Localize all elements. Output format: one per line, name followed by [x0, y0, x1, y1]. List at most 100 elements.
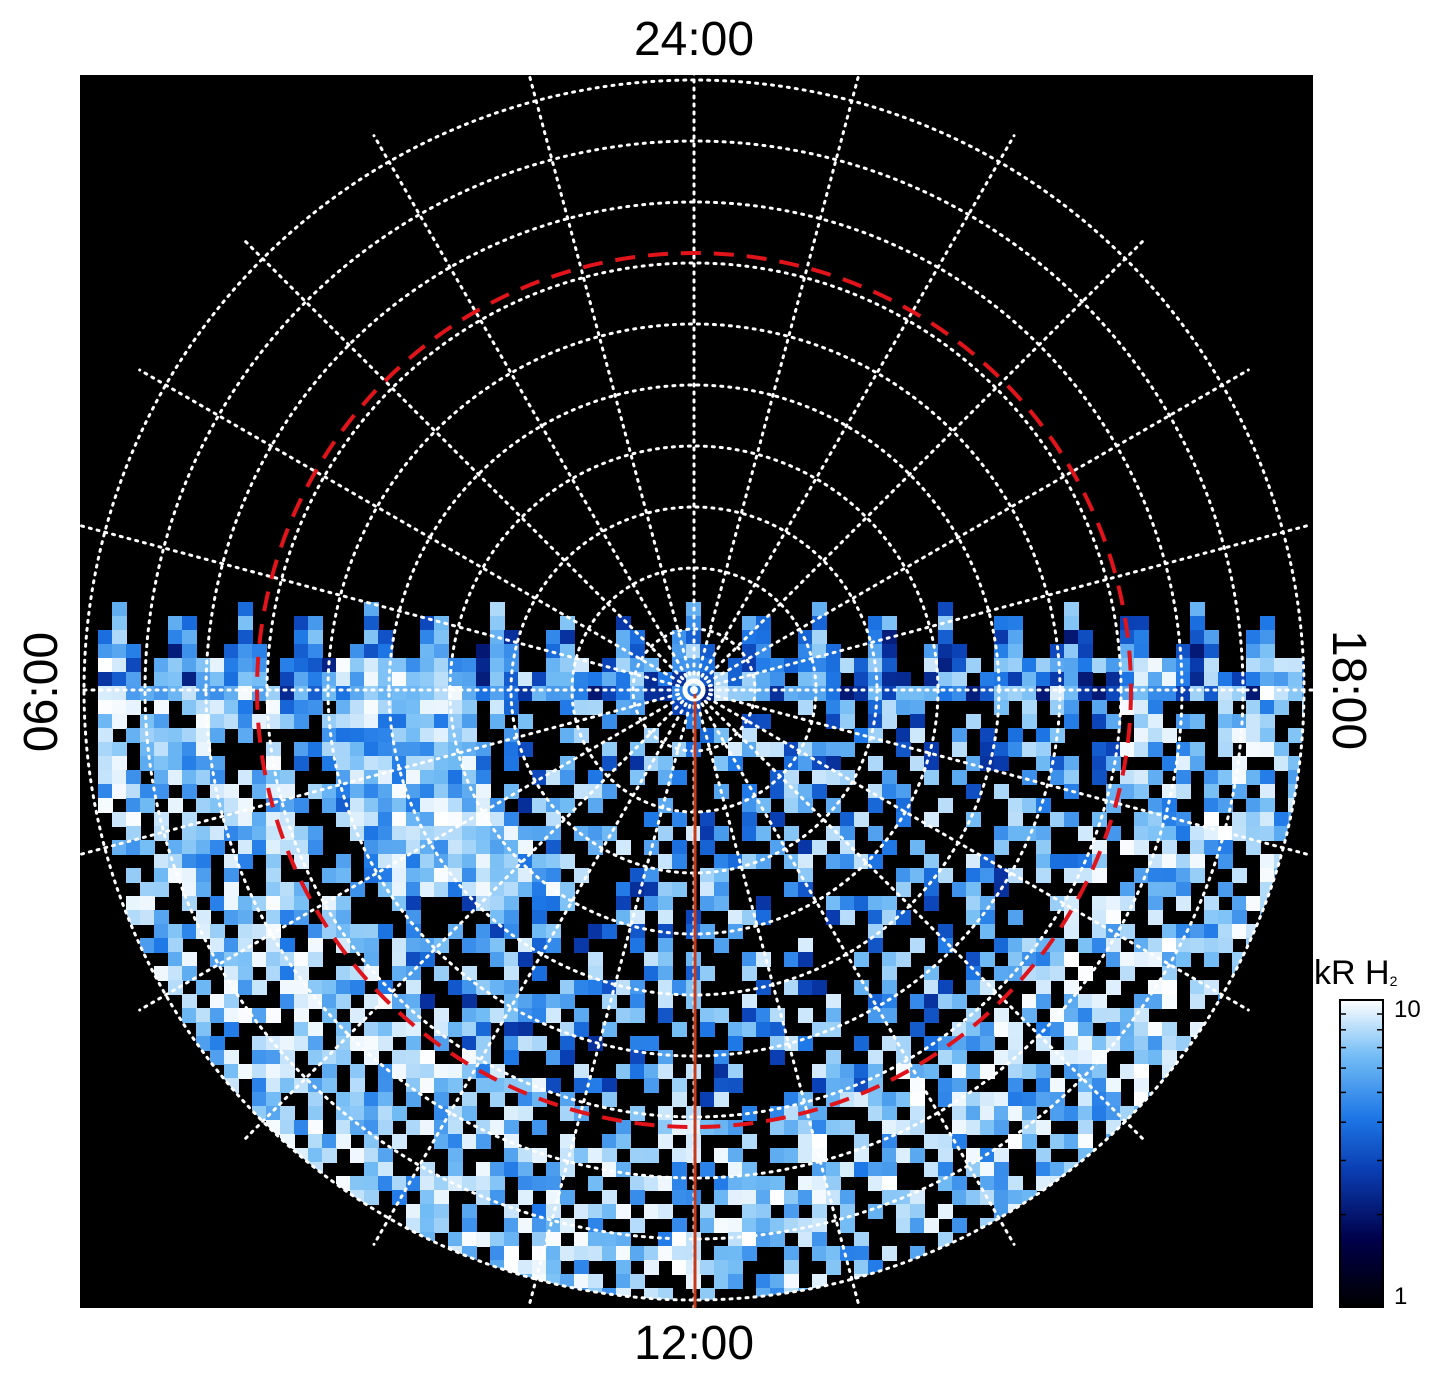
- emission-cell: [1218, 700, 1233, 715]
- emission-cell: [602, 672, 617, 687]
- emission-cell: [1204, 980, 1219, 995]
- emission-cell: [1148, 1022, 1163, 1037]
- emission-cell: [1134, 840, 1149, 855]
- emission-cell: [490, 1120, 505, 1135]
- emission-cell: [210, 840, 225, 855]
- emission-cell: [714, 938, 729, 953]
- emission-cell: [770, 1274, 785, 1289]
- emission-cell: [294, 630, 309, 645]
- emission-cell: [882, 1190, 897, 1205]
- emission-cell: [322, 742, 337, 757]
- emission-cell: [1246, 826, 1261, 841]
- emission-cell: [686, 630, 701, 645]
- emission-cell: [1134, 1008, 1149, 1023]
- emission-cell: [952, 1176, 967, 1191]
- emission-cell: [308, 616, 323, 631]
- emission-cell: [378, 812, 393, 827]
- emission-cell: [714, 756, 729, 771]
- emission-cell: [770, 1036, 785, 1051]
- emission-cell: [294, 1036, 309, 1051]
- emission-cell: [168, 938, 183, 953]
- emission-cell: [308, 952, 323, 967]
- emission-cell: [406, 910, 421, 925]
- meridian-line: [372, 134, 696, 692]
- emission-cell: [658, 882, 673, 897]
- emission-cell: [560, 882, 575, 897]
- emission-cell: [910, 868, 925, 883]
- emission-cell: [1078, 826, 1093, 841]
- emission-cell: [224, 784, 239, 799]
- emission-cell: [938, 1162, 953, 1177]
- emission-cell: [910, 1022, 925, 1037]
- emission-cell: [238, 658, 253, 673]
- emission-cell: [434, 868, 449, 883]
- emission-cell: [238, 770, 253, 785]
- emission-cell: [630, 994, 645, 1009]
- emission-cell: [364, 826, 379, 841]
- emission-cell: [252, 980, 267, 995]
- emission-cell: [938, 938, 953, 953]
- emission-cell: [98, 672, 113, 687]
- emission-cell: [588, 686, 603, 701]
- emission-cell: [1162, 868, 1177, 883]
- emission-cell: [1246, 686, 1261, 701]
- emission-cell: [1176, 924, 1191, 939]
- emission-cell: [420, 798, 435, 813]
- emission-cell: [756, 1232, 771, 1247]
- emission-cell: [1050, 966, 1065, 981]
- emission-cell: [392, 672, 407, 687]
- emission-cell: [980, 1064, 995, 1079]
- emission-cell: [602, 784, 617, 799]
- emission-cell: [1022, 742, 1037, 757]
- emission-cell: [406, 784, 421, 799]
- emission-cell: [1050, 672, 1065, 687]
- emission-cell: [448, 1232, 463, 1247]
- emission-cell: [308, 672, 323, 687]
- emission-cell: [1008, 644, 1023, 659]
- emission-cell: [1148, 700, 1163, 715]
- emission-cell: [336, 686, 351, 701]
- emission-cell: [1176, 770, 1191, 785]
- emission-cell: [98, 630, 113, 645]
- emission-cell: [924, 1008, 939, 1023]
- emission-cell: [280, 770, 295, 785]
- emission-cell: [434, 728, 449, 743]
- emission-cell: [490, 658, 505, 673]
- emission-cell: [630, 924, 645, 939]
- emission-cell: [588, 924, 603, 939]
- emission-cell: [224, 700, 239, 715]
- colorbar-title-text: kR H: [1314, 954, 1390, 992]
- emission-cell: [672, 1078, 687, 1093]
- emission-cell: [798, 882, 813, 897]
- emission-cell: [1092, 742, 1107, 757]
- emission-cell: [1120, 658, 1135, 673]
- emission-cell: [560, 1050, 575, 1065]
- emission-cell: [826, 756, 841, 771]
- emission-cell: [112, 616, 127, 631]
- emission-cell: [938, 630, 953, 645]
- emission-cell: [1148, 658, 1163, 673]
- emission-cell: [364, 994, 379, 1009]
- emission-cell: [518, 1022, 533, 1037]
- emission-cell: [224, 938, 239, 953]
- emission-cell: [238, 952, 253, 967]
- emission-cell: [350, 1078, 365, 1093]
- emission-cell: [672, 770, 687, 785]
- emission-cell: [854, 896, 869, 911]
- emission-cell: [1148, 728, 1163, 743]
- emission-cell: [504, 1204, 519, 1219]
- emission-cell: [462, 1204, 477, 1219]
- emission-cell: [1274, 658, 1289, 673]
- emission-cell: [896, 686, 911, 701]
- emission-cell: [994, 700, 1009, 715]
- emission-cell: [378, 672, 393, 687]
- emission-cell: [378, 1022, 393, 1037]
- emission-cell: [546, 840, 561, 855]
- meridian-line: [692, 688, 862, 1308]
- emission-cell: [714, 1246, 729, 1261]
- emission-cell: [840, 812, 855, 827]
- emission-cell: [644, 1246, 659, 1261]
- emission-cell: [154, 966, 169, 981]
- emission-cell: [560, 1218, 575, 1233]
- emission-cell: [406, 868, 421, 883]
